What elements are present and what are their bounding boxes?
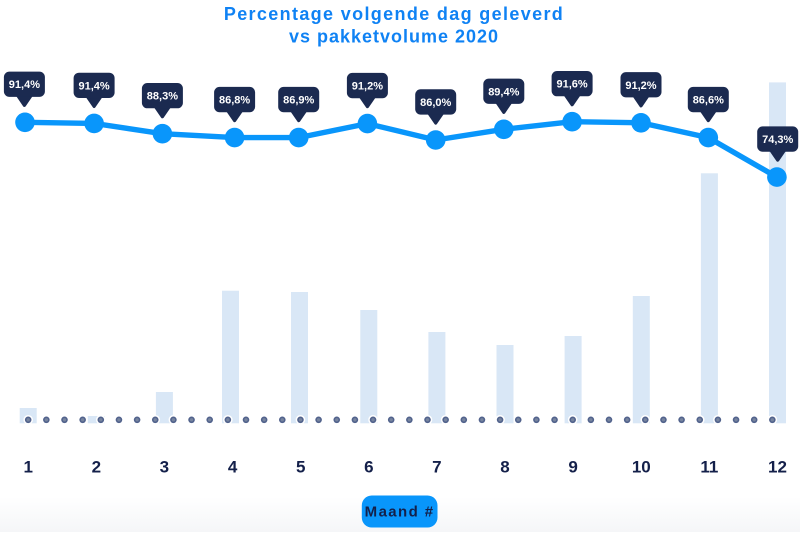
svg-text:91,4%: 91,4%: [9, 79, 40, 91]
svg-text:91,2%: 91,2%: [352, 81, 383, 93]
svg-text:1: 1: [23, 458, 32, 477]
svg-text:91,2%: 91,2%: [625, 80, 656, 92]
svg-text:3: 3: [160, 458, 169, 477]
svg-text:88,3%: 88,3%: [147, 91, 178, 103]
svg-text:Percentage volgende dag geleve: Percentage volgende dag geleverd: [224, 4, 564, 24]
svg-text:11: 11: [700, 458, 718, 477]
svg-text:86,9%: 86,9%: [283, 95, 314, 107]
svg-text:vs pakketvolume 2020: vs pakketvolume 2020: [289, 27, 499, 47]
svg-text:86,6%: 86,6%: [693, 95, 724, 107]
svg-text:4: 4: [228, 458, 238, 477]
svg-text:91,4%: 91,4%: [78, 80, 109, 92]
svg-text:10: 10: [632, 458, 651, 477]
svg-text:Maand #: Maand #: [365, 504, 435, 521]
svg-text:5: 5: [296, 458, 305, 477]
svg-text:8: 8: [500, 458, 509, 477]
svg-text:74,3%: 74,3%: [762, 134, 793, 146]
svg-text:7: 7: [432, 458, 441, 477]
svg-text:6: 6: [364, 458, 373, 477]
svg-text:9: 9: [568, 458, 577, 477]
svg-text:86,0%: 86,0%: [420, 97, 451, 109]
svg-text:91,6%: 91,6%: [556, 79, 587, 91]
svg-text:12: 12: [768, 458, 787, 477]
svg-text:86,8%: 86,8%: [219, 95, 250, 107]
svg-text:2: 2: [92, 458, 101, 477]
svg-text:89,4%: 89,4%: [488, 86, 519, 98]
